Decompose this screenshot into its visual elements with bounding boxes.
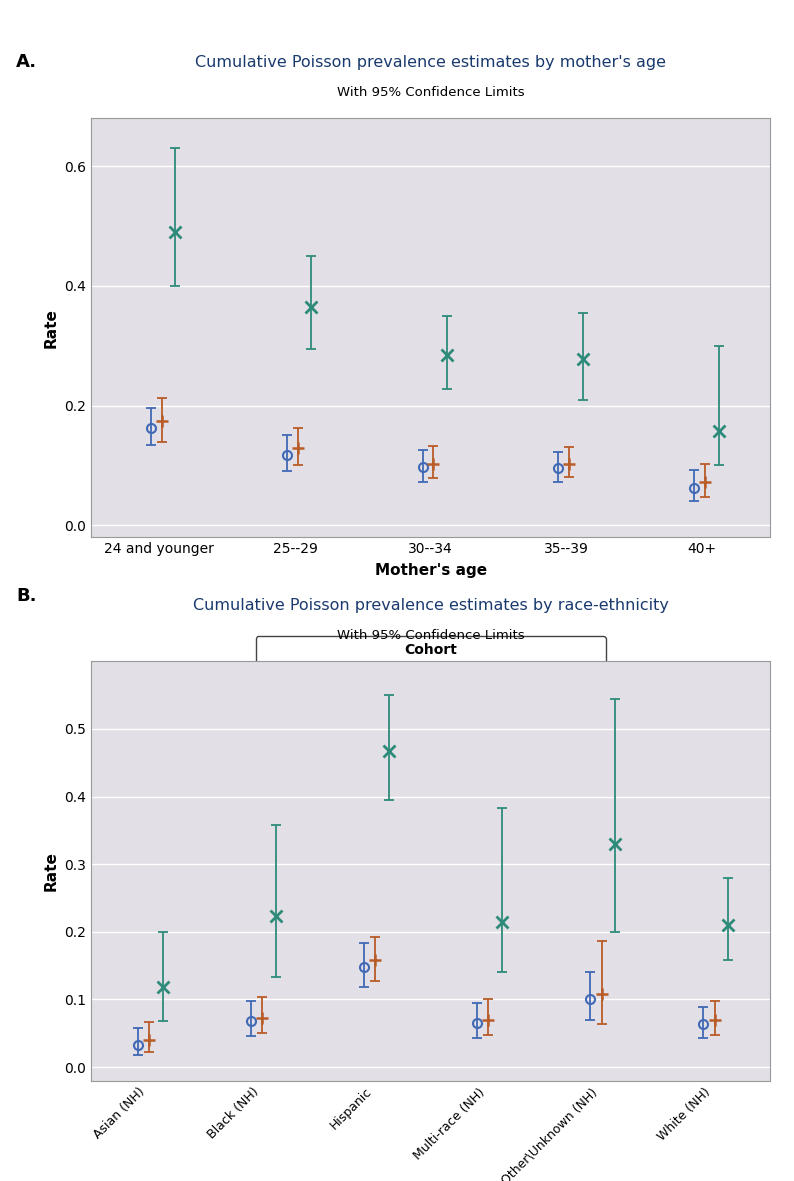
Text: Cumulative Poisson prevalence estimates by mother's age: Cumulative Poisson prevalence estimates …: [195, 54, 666, 70]
Text: With 95% Confidence Limits: With 95% Confidence Limits: [337, 629, 525, 642]
Text: A.: A.: [16, 53, 37, 71]
X-axis label: Mother's age: Mother's age: [375, 563, 487, 579]
Legend: 1-Oct2020, 2-Dec2020, 3-Mar2021: 1-Oct2020, 2-Dec2020, 3-Mar2021: [256, 637, 606, 683]
Text: Cumulative Poisson prevalence estimates by race-ethnicity: Cumulative Poisson prevalence estimates …: [193, 598, 669, 613]
Text: B.: B.: [16, 587, 37, 605]
Y-axis label: Rate: Rate: [44, 308, 59, 347]
Text: With 95% Confidence Limits: With 95% Confidence Limits: [337, 86, 525, 99]
Y-axis label: Rate: Rate: [44, 852, 59, 890]
